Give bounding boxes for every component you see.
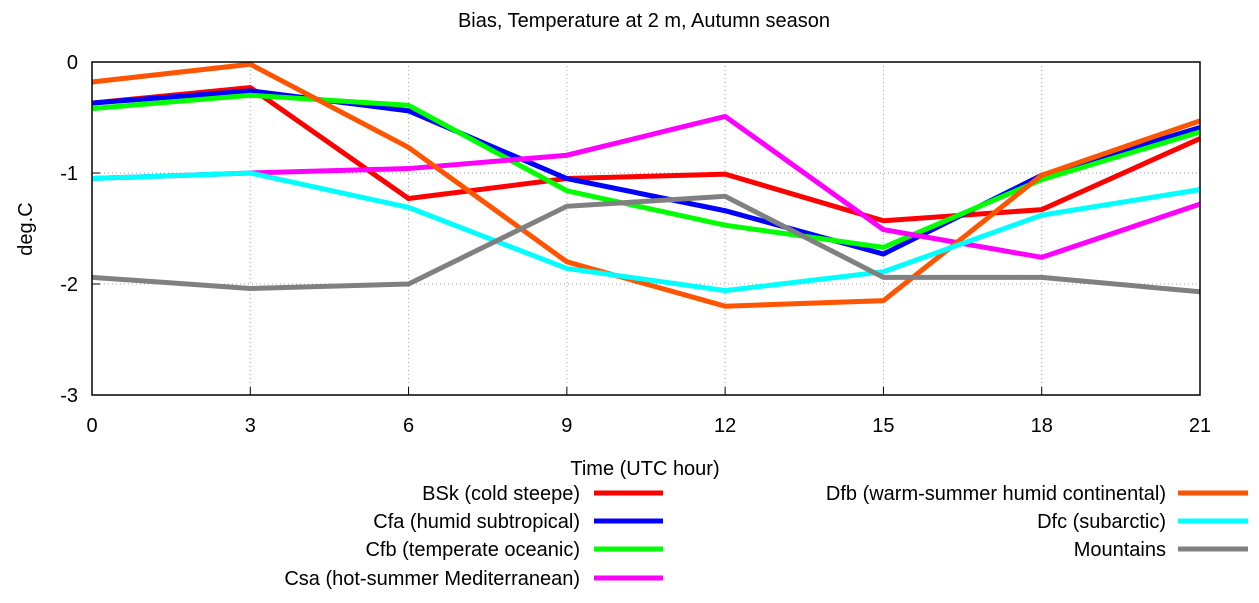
series-layer [91, 61, 1202, 309]
series-line-6 [91, 193, 1201, 295]
legend-label: BSk (cold steepe) [422, 483, 580, 505]
legend-label: Dfc (subarctic) [1037, 511, 1166, 533]
x-tick-label: 21 [1189, 415, 1211, 437]
legend-label: Cfb (temperate oceanic) [365, 539, 580, 561]
legend-label: Csa (hot-summer Mediterranean) [284, 568, 580, 590]
tick-labels: 0 3 6 9 12 15 18 21 -3 -2 -1 0 [60, 52, 1211, 437]
x-tick-label: 6 [403, 415, 414, 437]
legend: BSk (cold steepe) Cfa (humid subtropical)… [284, 483, 1248, 590]
x-tick-label: 12 [714, 415, 736, 437]
x-tick-label: 0 [86, 415, 97, 437]
series-line-5 [91, 170, 1201, 294]
x-tick-label: 15 [872, 415, 894, 437]
x-tick-label: 9 [561, 415, 572, 437]
legend-label: Cfa (humid subtropical) [373, 511, 580, 533]
legend-label: Mountains [1074, 539, 1166, 561]
legend-label: Dfb (warm-summer humid continental) [826, 483, 1166, 505]
series-line-3 [91, 113, 1201, 260]
plot-frame [91, 61, 1201, 396]
series-line-0 [91, 84, 1202, 224]
x-axis-label: Time (UTC hour) [570, 458, 719, 480]
y-tick-label: -2 [60, 274, 78, 296]
chart-title: Bias, Temperature at 2 m, Autumn season [458, 10, 830, 32]
grid [92, 62, 1200, 395]
series-line-2 [91, 92, 1201, 250]
x-tick-label: 3 [245, 415, 256, 437]
y-tick-label: -1 [60, 163, 78, 185]
x-tick-label: 18 [1031, 415, 1053, 437]
y-axis-label: deg.C [15, 202, 37, 255]
series-line-4 [91, 61, 1201, 309]
y-tick-label: -3 [60, 385, 78, 407]
y-tick-label: 0 [67, 52, 78, 74]
